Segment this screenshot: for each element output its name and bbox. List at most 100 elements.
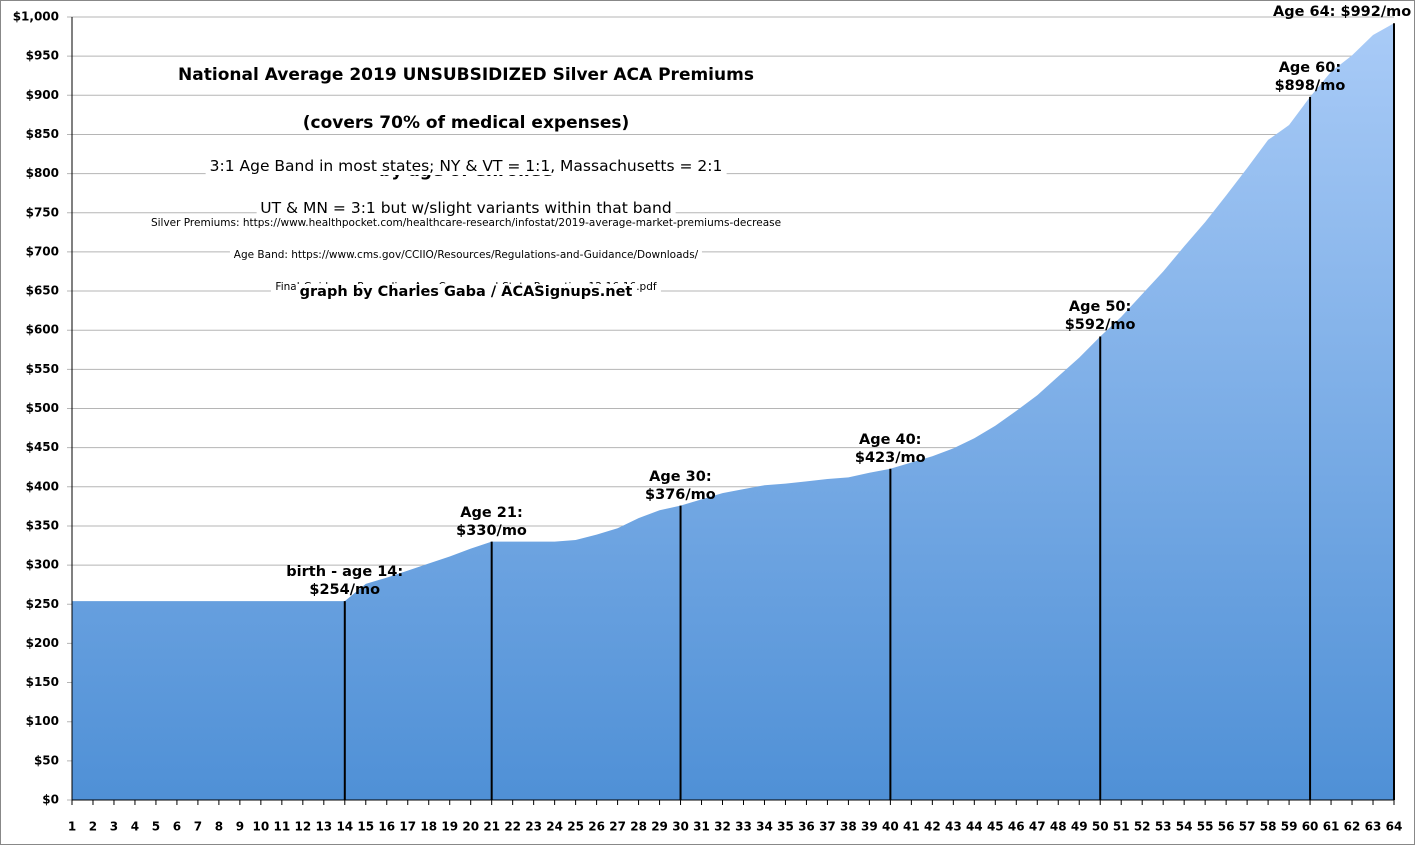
y-tick-label: $300	[26, 558, 59, 572]
sources: Silver Premiums: https://www.healthpocke…	[146, 199, 786, 295]
source: Age Band: https://www.cms.gov/CCIIO/Reso…	[229, 249, 703, 261]
y-tick-label: $500	[26, 401, 59, 415]
value-label: Age 64: $992/mo	[1273, 4, 1412, 21]
x-tick-label: 12	[294, 820, 311, 834]
y-tick-label: $850	[26, 127, 59, 141]
y-tick-label: $0	[42, 793, 59, 807]
note: UT & MN = 3:1 but w/slight variants with…	[256, 199, 676, 217]
x-tick-label: 58	[1260, 820, 1277, 834]
notes: 3:1 Age Band in most states; NY & VT = 1…	[205, 135, 727, 219]
value-label: Age 40: $423/mo	[854, 431, 926, 466]
x-tick-label: 37	[819, 820, 836, 834]
x-tick-label: 41	[903, 820, 920, 834]
x-tick-label: 64	[1386, 820, 1403, 834]
x-tick-label: 53	[1155, 820, 1172, 834]
x-tick-label: 30	[672, 820, 689, 834]
x-tick-label: 9	[236, 820, 244, 834]
x-tick-label: 28	[630, 820, 647, 834]
x-tick-label: 61	[1323, 820, 1340, 834]
x-tick-label: 6	[173, 820, 181, 834]
y-tick-label: $50	[34, 753, 59, 767]
x-tick-label: 24	[546, 820, 563, 834]
x-tick-label: 18	[420, 820, 437, 834]
x-tick-label: 7	[194, 820, 202, 834]
x-tick-label: 13	[315, 820, 332, 834]
x-tick-label: 16	[378, 820, 395, 834]
x-tick-label: 35	[777, 820, 794, 834]
x-tick-label: 60	[1302, 820, 1319, 834]
x-tick-label: 32	[714, 820, 731, 834]
y-tick-label: $650	[26, 284, 59, 298]
value-label: Age 21: $330/mo	[456, 504, 527, 539]
area	[72, 23, 1394, 801]
y-tick-label: $450	[26, 440, 59, 454]
y-tick-label: $900	[26, 88, 59, 102]
value-label: Age 60: $898/mo	[1274, 59, 1346, 94]
x-tick-label: 17	[399, 820, 416, 834]
note: 3:1 Age Band in most states; NY & VT = 1…	[205, 157, 727, 175]
x-tick-label: 21	[483, 820, 500, 834]
x-tick-label: 45	[987, 820, 1004, 834]
y-tick-label: $150	[26, 675, 59, 689]
x-tick-label: 34	[756, 820, 773, 834]
x-tick-label: 19	[441, 820, 458, 834]
x-tick-label: 36	[798, 820, 815, 834]
value-label: Age 30: $376/mo	[645, 468, 716, 503]
x-tick-label: 31	[693, 820, 710, 834]
x-tick-label: 40	[882, 820, 899, 834]
x-tick-label: 3	[110, 820, 118, 834]
value-label: Age 50: $592/mo	[1064, 299, 1136, 334]
x-tick-label: 46	[1008, 820, 1025, 834]
x-tick-label: 14	[336, 820, 353, 834]
y-tick-label: $1,000	[13, 10, 59, 24]
x-tick-label: 4	[131, 820, 139, 834]
x-tick-label: 63	[1365, 820, 1382, 834]
x-tick-label: 51	[1113, 820, 1130, 834]
source: Silver Premiums: https://www.healthpocke…	[146, 217, 786, 229]
credit: graph by Charles Gaba / ACASignups.net	[295, 261, 637, 303]
y-tick-label: $350	[26, 518, 59, 532]
x-tick-label: 47	[1029, 820, 1046, 834]
x-tick-label: 15	[357, 820, 374, 834]
x-tick-label: 8	[215, 820, 223, 834]
x-tick-label: 49	[1071, 820, 1088, 834]
x-tick-label: 52	[1134, 820, 1151, 834]
x-tick-label: 50	[1092, 820, 1109, 834]
value-label: birth - age 14: $254/mo	[286, 564, 404, 599]
x-tick-label: 48	[1050, 820, 1067, 834]
x-tick-label: 44	[966, 820, 983, 834]
x-tick-label: 5	[152, 820, 160, 834]
x-tick-label: 25	[567, 820, 584, 834]
y-tick-label: $200	[26, 636, 59, 650]
y-tick-label: $950	[26, 49, 59, 63]
x-tick-label: 29	[651, 820, 668, 834]
x-tick-label: 2	[89, 820, 97, 834]
x-tick-label: 59	[1281, 820, 1298, 834]
x-tick-label: 39	[861, 820, 878, 834]
x-tick-label: 38	[840, 820, 857, 834]
y-tick-label: $400	[26, 479, 59, 493]
x-tick-label: 42	[924, 820, 941, 834]
y-tick-label: $100	[26, 714, 59, 728]
x-tick-label: 27	[609, 820, 626, 834]
x-tick-label: 26	[588, 820, 605, 834]
x-tick-label: 33	[735, 820, 752, 834]
x-tick-label: 62	[1344, 820, 1361, 834]
x-tick-label: 55	[1197, 820, 1214, 834]
x-tick-label: 1	[68, 820, 76, 834]
y-tick-label: $550	[26, 362, 59, 376]
x-tick-label: 23	[525, 820, 542, 834]
y-tick-label: $700	[26, 244, 59, 258]
x-tick-label: 20	[462, 820, 479, 834]
y-tick-label: $750	[26, 205, 59, 219]
x-tick-label: 57	[1239, 820, 1256, 834]
x-tick-label: 11	[273, 820, 290, 834]
x-tick-label: 56	[1218, 820, 1235, 834]
y-tick-label: $250	[26, 597, 59, 611]
x-tick-label: 22	[504, 820, 521, 834]
y-tick-label: $800	[26, 166, 59, 180]
title-line: National Average 2019 UNSUBSIDIZED Silve…	[174, 65, 758, 85]
title-line: (covers 70% of medical expenses)	[298, 113, 634, 133]
